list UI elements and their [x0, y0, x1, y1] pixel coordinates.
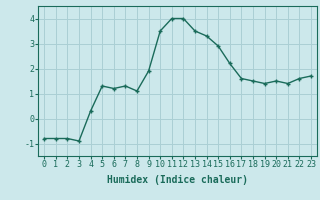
- X-axis label: Humidex (Indice chaleur): Humidex (Indice chaleur): [107, 175, 248, 185]
